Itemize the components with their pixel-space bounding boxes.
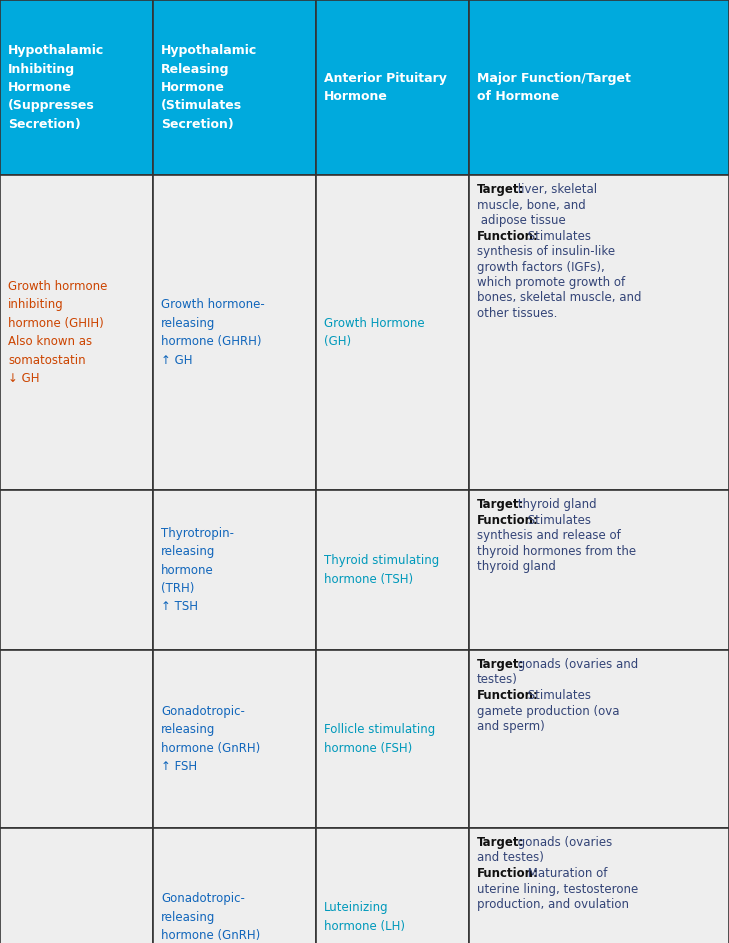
Text: Target:: Target: [477,836,524,849]
Text: and sperm): and sperm) [477,720,545,733]
Text: muscle, bone, and: muscle, bone, and [477,198,585,211]
Text: Hypothalamic
Releasing
Hormone
(Stimulates
Secretion): Hypothalamic Releasing Hormone (Stimulat… [161,44,257,131]
Text: Stimulates: Stimulates [524,514,591,526]
Bar [153,490,316,650]
Text: Stimulates: Stimulates [524,229,591,242]
Text: Gonadotropic-
releasing
hormone (GnRH): Gonadotropic- releasing hormone (GnRH) [161,892,260,942]
Bar [316,490,469,650]
Text: liver, skeletal: liver, skeletal [514,183,597,196]
Text: Follicle stimulating
hormone (FSH): Follicle stimulating hormone (FSH) [324,723,435,754]
Text: Luteinizing
hormone (LH): Luteinizing hormone (LH) [324,902,405,933]
Text: Growth Hormone
(GH): Growth Hormone (GH) [324,317,424,348]
Text: uterine lining, testosterone: uterine lining, testosterone [477,883,639,896]
Text: thyroid gland: thyroid gland [477,560,556,573]
Text: Stimulates: Stimulates [524,689,591,702]
Text: Gonadotropic-
releasing
hormone (GnRH)
↑ FSH: Gonadotropic- releasing hormone (GnRH) ↑… [161,704,260,773]
Text: growth factors (IGFs),: growth factors (IGFs), [477,260,605,273]
Text: testes): testes) [477,673,518,687]
Text: Anterior Pituitary
Hormone: Anterior Pituitary Hormone [324,72,447,103]
Bar [153,175,316,490]
Bar [0,650,153,828]
Text: gonads (ovaries and: gonads (ovaries and [514,658,638,671]
Text: synthesis and release of: synthesis and release of [477,529,621,542]
Text: Major Function/Target
of Hormone: Major Function/Target of Hormone [477,72,631,103]
Bar [153,650,316,828]
Text: bones, skeletal muscle, and: bones, skeletal muscle, and [477,291,642,305]
Text: Thyrotropin-
releasing
hormone
(TRH)
↑ TSH: Thyrotropin- releasing hormone (TRH) ↑ T… [161,526,234,614]
Text: Function:: Function: [477,229,539,242]
Text: which promote growth of: which promote growth of [477,276,625,289]
Text: Maturation of: Maturation of [524,867,608,880]
Text: Target:: Target: [477,183,524,196]
Text: gonads (ovaries: gonads (ovaries [514,836,612,849]
Bar [316,828,469,943]
Bar [0,0,153,175]
Bar [316,175,469,490]
Text: Function:: Function: [477,514,539,526]
Text: gamete production (ova: gamete production (ova [477,704,620,718]
Text: production, and ovulation: production, and ovulation [477,898,629,911]
Text: Target:: Target: [477,498,524,511]
Bar [316,650,469,828]
Bar [316,0,469,175]
Bar [0,175,153,490]
Bar [153,828,316,943]
Text: synthesis of insulin-like: synthesis of insulin-like [477,245,615,258]
Bar [469,0,729,175]
Bar [469,490,729,650]
Bar [0,828,153,943]
Text: Function:: Function: [477,689,539,702]
Bar [469,828,729,943]
Bar [469,650,729,828]
Bar [153,0,316,175]
Bar [469,175,729,490]
Text: other tissues.: other tissues. [477,307,558,320]
Text: Function:: Function: [477,867,539,880]
Text: Thyroid stimulating
hormone (TSH): Thyroid stimulating hormone (TSH) [324,554,440,586]
Text: and testes): and testes) [477,852,544,865]
Bar [0,490,153,650]
Text: thyroid hormones from the: thyroid hormones from the [477,544,636,557]
Text: adipose tissue: adipose tissue [477,214,566,227]
Text: Growth hormone
inhibiting
hormone (GHIH)
Also known as
somatostatin
↓ GH: Growth hormone inhibiting hormone (GHIH)… [8,280,107,386]
Text: thyroid gland: thyroid gland [514,498,596,511]
Text: Growth hormone-
releasing
hormone (GHRH)
↑ GH: Growth hormone- releasing hormone (GHRH)… [161,298,265,367]
Text: Target:: Target: [477,658,524,671]
Text: Hypothalamic
Inhibiting
Hormone
(Suppresses
Secretion): Hypothalamic Inhibiting Hormone (Suppres… [8,44,104,131]
